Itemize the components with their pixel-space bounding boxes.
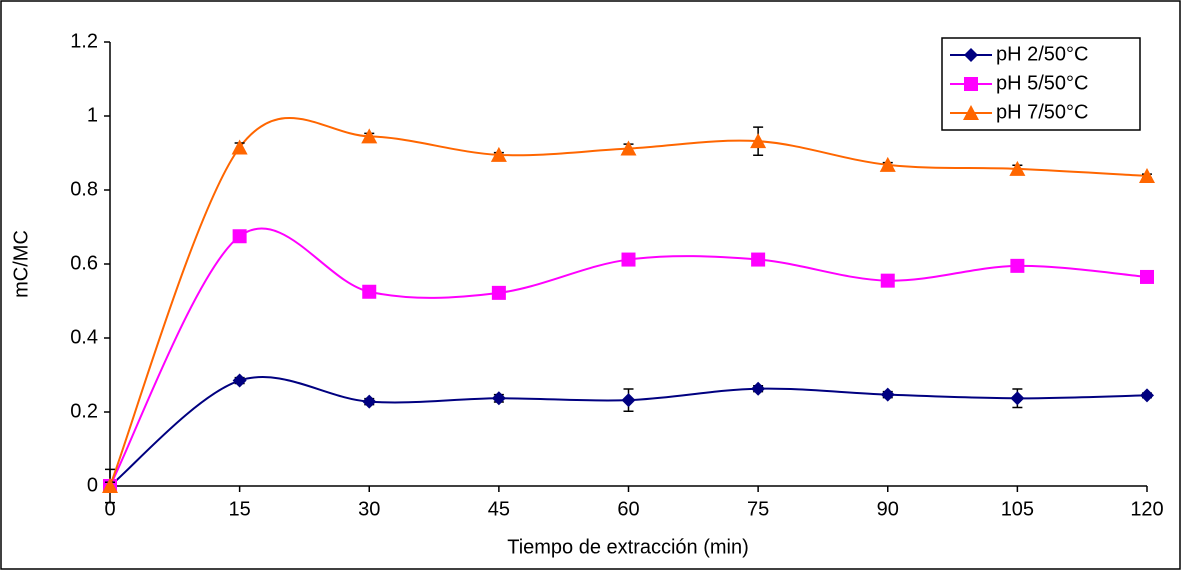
x-tick-label: 0 [104,498,115,520]
marker [102,478,118,493]
x-tick-label: 15 [229,498,251,520]
marker [880,273,895,288]
y-tick-label: 1 [87,104,98,126]
marker [751,252,766,267]
marker [751,381,766,396]
marker [963,105,979,120]
y-tick-label: 0.8 [70,178,98,200]
marker [964,77,978,91]
y-tick-label: 0.4 [70,326,98,348]
y-tick-label: 1.2 [70,30,98,52]
y-tick-label: 0.6 [70,252,98,274]
marker [964,48,978,62]
y-axis-label: mC/MC [10,230,32,298]
marker [362,284,377,299]
marker [1139,167,1155,183]
x-tick-label: 105 [1001,498,1034,520]
x-tick-label: 75 [747,498,769,520]
x-tick-label: 120 [1130,498,1163,520]
x-axis-label: Tiempo de extracción (min) [507,536,749,558]
marker [1010,258,1025,273]
legend-label: pH 2/50°C [996,43,1089,65]
marker [750,133,767,149]
marker [232,229,247,244]
x-tick-label: 30 [358,498,380,520]
marker [621,393,636,408]
marker [1140,269,1154,284]
marker [879,156,896,172]
marker [621,252,636,267]
legend-label: pH 5/50°C [996,72,1089,94]
marker [231,139,248,155]
x-tick-label: 60 [617,498,639,520]
marker [491,391,506,406]
y-tick-label: 0.2 [70,400,98,422]
marker [362,394,377,409]
x-tick-label: 45 [488,498,510,520]
marker [232,373,247,388]
marker [880,387,895,402]
marker [490,146,507,162]
x-tick-label: 90 [877,498,899,520]
y-tick-label: 0 [87,474,98,496]
marker [491,285,506,300]
marker [361,128,378,144]
marker [1009,160,1026,176]
marker [1010,391,1025,406]
marker [1140,388,1154,403]
legend-label: pH 7/50°C [996,101,1089,123]
marker [620,140,637,156]
